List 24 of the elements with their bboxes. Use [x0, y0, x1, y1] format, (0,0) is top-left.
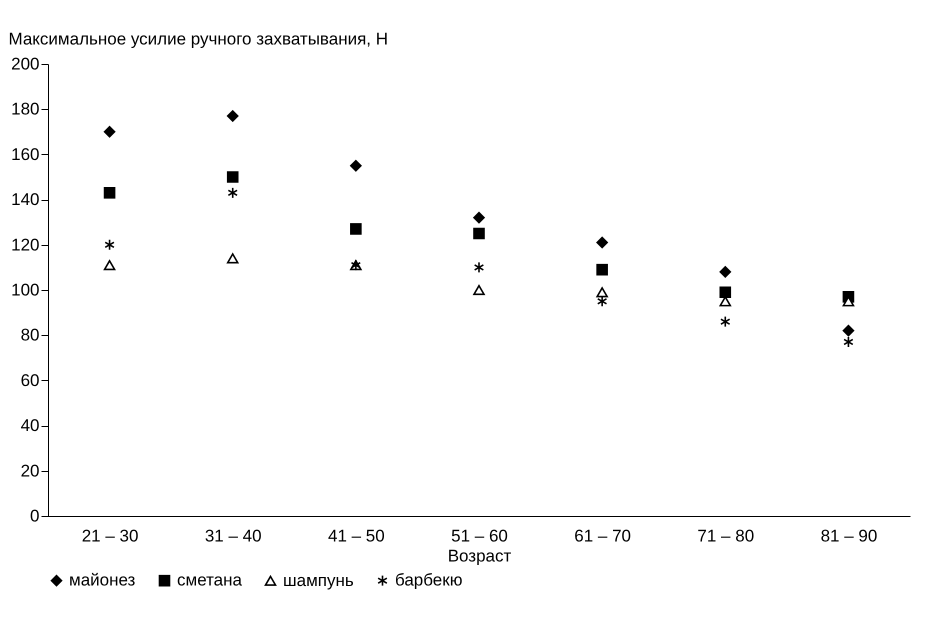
legend-label: шампунь	[283, 570, 354, 590]
x-tick-label: 51 – 60	[451, 526, 508, 546]
x-tick-label: 21 – 30	[82, 526, 138, 546]
x-tick-label: 71 – 80	[697, 526, 754, 546]
y-tick-label: 160	[11, 144, 40, 164]
y-tick-label: 120	[11, 235, 40, 254]
x-tick-label: 41 – 50	[328, 526, 385, 546]
y-axis-title: Максимальное усилие ручного захватывания, Н	[8, 30, 388, 48]
x-axis-title: Возраст	[448, 546, 512, 566]
x-tick-label: 81 – 90	[820, 526, 878, 546]
legend-label: майонез	[69, 570, 136, 590]
y-tick-label: 60	[20, 370, 40, 390]
y-tick-label: 200	[11, 54, 40, 74]
y-tick-label: 0	[30, 506, 40, 526]
legend-label: сметана	[177, 570, 243, 590]
y-tick-label: 80	[20, 326, 40, 345]
y-tick-label: 140	[11, 190, 40, 210]
legend-label: барбекю	[395, 570, 463, 590]
y-tick-label: 20	[20, 461, 40, 480]
y-tick-label: 180	[11, 100, 40, 119]
y-tick-label: 100	[11, 280, 40, 300]
x-tick-label: 31 – 40	[204, 526, 262, 546]
x-tick-label: 61 – 70	[574, 526, 632, 546]
y-tick-label: 40	[20, 416, 40, 436]
